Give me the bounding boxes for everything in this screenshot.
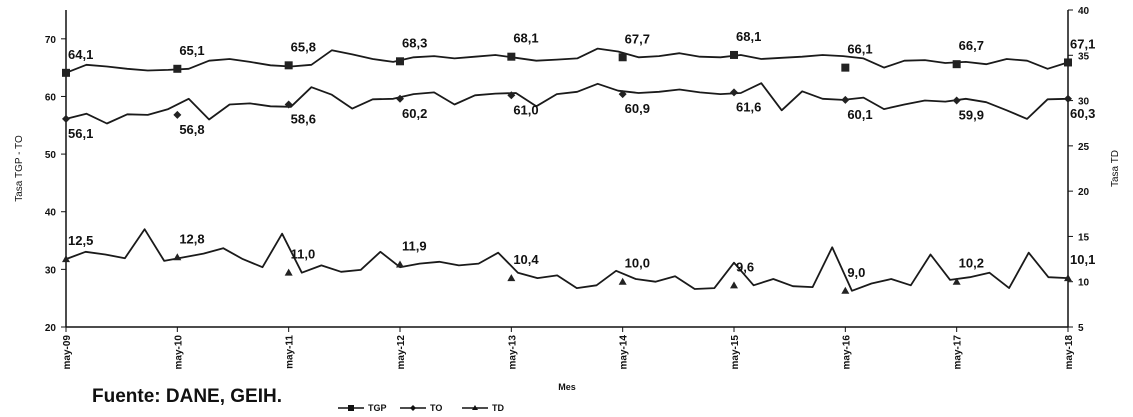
marker-td xyxy=(841,286,850,294)
data-label-td: 10,0 xyxy=(625,256,650,271)
legend-label-tgp: TGP xyxy=(368,403,387,413)
marker-tgp xyxy=(730,50,738,59)
marker-to xyxy=(952,96,961,105)
source-note: Fuente: DANE, GEIH. xyxy=(92,386,283,407)
x-tick-label: may-16 xyxy=(841,335,852,370)
data-label-to: 56,1 xyxy=(68,126,93,141)
x-tick-label: may-18 xyxy=(1064,335,1075,370)
data-label-to: 61,0 xyxy=(513,102,538,117)
marker-td xyxy=(173,253,182,261)
y-tick-label-left: 60 xyxy=(45,92,57,103)
data-label-td: 12,5 xyxy=(68,233,93,248)
marker-to xyxy=(618,90,627,99)
y-tick-label-right: 5 xyxy=(1078,323,1084,334)
data-label-td: 10,1 xyxy=(1070,252,1095,267)
marker-tgp xyxy=(1064,58,1072,67)
data-label-td: 9,0 xyxy=(847,265,865,280)
data-label-to: 60,1 xyxy=(847,107,872,122)
marker-to xyxy=(284,100,293,109)
y-tick-label-right: 30 xyxy=(1078,97,1090,108)
y-tick-label-left: 30 xyxy=(45,265,57,276)
x-tick-label: may-11 xyxy=(285,335,296,369)
x-tick-label: may-13 xyxy=(507,335,518,370)
data-label-to: 60,9 xyxy=(625,101,650,116)
legend-marker-to xyxy=(410,405,416,411)
marker-td xyxy=(730,281,738,289)
x-tick-label: may-14 xyxy=(619,335,630,370)
marker-to xyxy=(730,88,738,97)
marker-tgp xyxy=(507,52,516,61)
data-label-tgp: 67,1 xyxy=(1070,36,1095,51)
data-label-tgp: 67,7 xyxy=(625,31,650,46)
marker-td xyxy=(1064,274,1072,282)
y-tick-label-right: 15 xyxy=(1078,232,1090,243)
data-label-td: 10,2 xyxy=(959,256,984,271)
y-tick-label-left: 40 xyxy=(45,208,57,219)
data-label-td: 9,6 xyxy=(736,259,754,274)
marker-tgp xyxy=(173,64,182,73)
legend-marker-td xyxy=(472,405,478,410)
marker-to xyxy=(396,94,404,103)
x-tick-label: may-12 xyxy=(396,335,407,370)
x-axis-label: Mes xyxy=(558,382,576,392)
data-label-tgp: 68,1 xyxy=(513,31,538,46)
data-label-td: 11,0 xyxy=(291,247,316,262)
data-label-tgp: 68,1 xyxy=(736,29,761,44)
data-label-td: 10,4 xyxy=(513,252,539,267)
legend-label-to: TO xyxy=(430,403,442,413)
data-label-to: 61,6 xyxy=(736,99,761,114)
series-line-to xyxy=(65,82,1069,125)
legend-label-td: TD xyxy=(492,403,504,413)
marker-td xyxy=(952,277,961,285)
x-tick-label: may-15 xyxy=(730,335,741,370)
x-tick-label: may-09 xyxy=(62,335,73,370)
y-tick-label-right: 35 xyxy=(1078,51,1090,62)
marker-to xyxy=(1064,94,1072,103)
data-label-to: 60,2 xyxy=(402,106,427,121)
marker-td xyxy=(507,274,516,282)
x-tick-label: may-10 xyxy=(173,335,184,370)
marker-tgp xyxy=(618,53,627,62)
marker-to xyxy=(841,95,850,104)
marker-td xyxy=(62,255,70,263)
data-label-tgp: 66,7 xyxy=(959,38,984,53)
y-tick-label-right: 25 xyxy=(1078,142,1090,153)
data-label-tgp: 66,1 xyxy=(847,42,872,57)
legend-marker-tgp xyxy=(348,405,354,411)
marker-tgp xyxy=(396,57,404,66)
data-label-to: 56,8 xyxy=(179,122,204,137)
marker-tgp xyxy=(841,63,850,72)
series-line-tgp xyxy=(65,47,1069,74)
marker-td xyxy=(396,260,404,268)
marker-to xyxy=(507,91,516,100)
marker-tgp xyxy=(284,61,293,70)
y-tick-label-left: 50 xyxy=(45,150,57,161)
marker-td xyxy=(284,268,293,276)
y-tick-label-right: 10 xyxy=(1078,278,1090,289)
marker-tgp xyxy=(62,68,70,77)
data-label-to: 60,3 xyxy=(1070,106,1095,121)
data-label-td: 11,9 xyxy=(402,239,427,254)
data-label-to: 58,6 xyxy=(291,112,316,127)
data-label-to: 59,9 xyxy=(959,107,984,122)
x-tick-label: may-17 xyxy=(953,335,964,370)
data-label-tgp: 68,3 xyxy=(402,35,427,50)
y-axis-label-right: Tasa TD xyxy=(1110,150,1121,187)
y-axis-label-left: Tasa TGP - TO xyxy=(14,135,25,202)
data-label-tgp: 65,1 xyxy=(179,43,204,58)
data-label-tgp: 64,1 xyxy=(68,47,93,62)
y-tick-label-right: 40 xyxy=(1078,6,1090,17)
marker-to xyxy=(173,110,182,119)
y-tick-label-right: 20 xyxy=(1078,187,1090,198)
data-label-td: 12,8 xyxy=(179,231,204,246)
data-label-tgp: 65,8 xyxy=(291,39,316,54)
y-tick-label-left: 70 xyxy=(45,35,57,46)
marker-tgp xyxy=(952,60,961,69)
marker-to xyxy=(62,114,70,123)
series-line-td xyxy=(65,228,1069,292)
marker-td xyxy=(618,277,627,285)
y-tick-label-left: 20 xyxy=(45,323,57,334)
